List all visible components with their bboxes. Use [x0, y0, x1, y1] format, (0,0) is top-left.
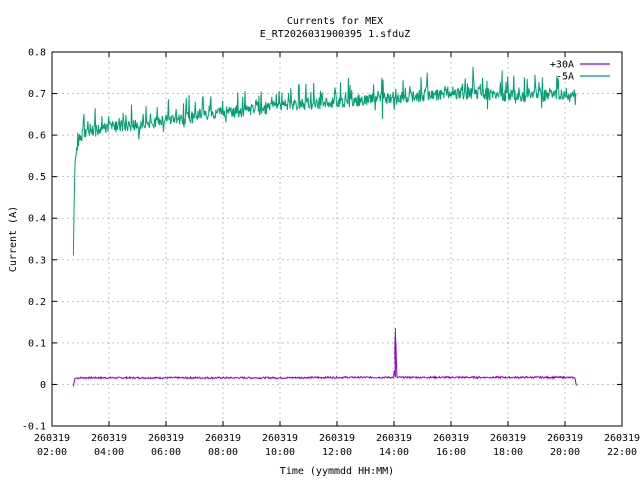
x-tick-label-time: 18:00 — [493, 447, 523, 458]
y-tick-label: 0.3 — [28, 255, 46, 266]
y-tick-label: 0.4 — [28, 214, 46, 225]
y-axis: -0.1 0 0.1 0.2 0.3 0.4 0.5 0.6 0.7 0.8 — [22, 48, 622, 433]
x-tick-label-date: 260319 — [547, 433, 583, 444]
grid — [51, 51, 623, 427]
x-axis: 260319 02:00 260319 04:00 260319 06:00 260319 0… — [34, 52, 640, 458]
x-tick-label-time: 12:00 — [322, 447, 352, 458]
y-tick-label: 0.2 — [28, 297, 46, 308]
x-tick-label-date: 260319 — [91, 433, 127, 444]
y-tick-label: 0 — [40, 380, 46, 391]
x-tick-label-time: 02:00 — [37, 447, 67, 458]
x-tick-label-time: 06:00 — [151, 447, 181, 458]
x-tick-label-time: 08:00 — [208, 447, 238, 458]
x-tick-label-time: 04:00 — [94, 447, 124, 458]
x-tick-label-date: 260319 — [433, 433, 469, 444]
x-tick-label-time: 16:00 — [436, 447, 466, 458]
series-line-2 — [72, 66, 577, 256]
x-tick-label-time: 14:00 — [379, 447, 409, 458]
plot-area — [72, 66, 577, 387]
y-tick-label: 0.1 — [28, 338, 46, 349]
x-tick-label-date: 260319 — [148, 433, 184, 444]
x-tick-label-date: 260319 — [319, 433, 355, 444]
legend: +30A-5A — [550, 60, 610, 83]
x-tick-label-time: 10:00 — [265, 447, 295, 458]
x-tick-label-date: 260319 — [604, 433, 640, 444]
x-tick-label-date: 260319 — [376, 433, 412, 444]
x-tick-label-date: 260319 — [262, 433, 298, 444]
x-tick-label-date: 260319 — [490, 433, 526, 444]
y-axis-label: Current (A) — [8, 206, 19, 272]
y-tick-label: 0.7 — [28, 89, 46, 100]
series-line-1 — [72, 328, 577, 387]
y-tick-label: -0.1 — [22, 422, 46, 433]
y-tick-label: 0.5 — [28, 172, 46, 183]
y-tick-label: 0.8 — [28, 48, 46, 59]
chart-subtitle: E_RT2026031900395 1.sfduZ — [260, 29, 411, 40]
x-tick-label-time: 20:00 — [550, 447, 580, 458]
y-tick-label: 0.6 — [28, 131, 46, 142]
x-axis-label: Time (yymmdd HH:MM) — [280, 466, 394, 477]
legend-label: +30A — [550, 60, 574, 71]
x-tick-label-date: 260319 — [205, 433, 241, 444]
x-tick-label-date: 260319 — [34, 433, 70, 444]
x-tick-label-time: 22:00 — [607, 447, 637, 458]
legend-label: -5A — [556, 72, 574, 83]
chart-title: Currents for MEX — [287, 16, 383, 27]
